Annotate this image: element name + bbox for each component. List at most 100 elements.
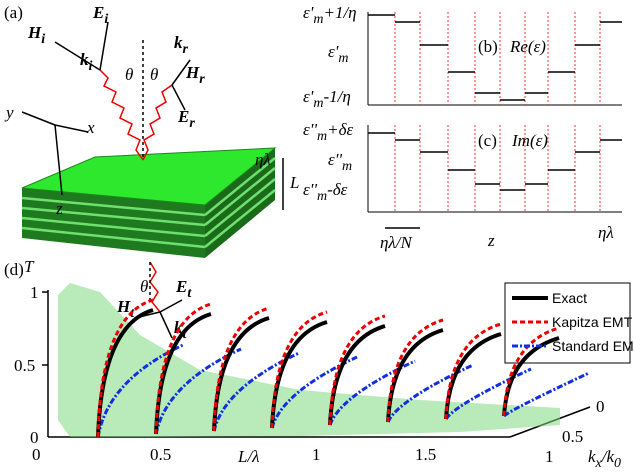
label: ε''m-δε	[303, 180, 348, 204]
label: z	[487, 231, 495, 250]
label: ε'm+1/η	[303, 3, 357, 27]
label-part: θ	[150, 65, 158, 84]
curve-kapitza	[328, 314, 386, 426]
label: ε'm	[328, 42, 348, 66]
label: kr	[174, 33, 189, 57]
label-part: ε''	[328, 150, 342, 169]
subscript: t	[183, 327, 188, 342]
label: T	[24, 257, 35, 276]
legend-label: Kapitza EMT	[552, 314, 633, 330]
label-part: H	[185, 63, 200, 82]
label: Re(ε)	[509, 37, 546, 56]
label: ηλ/N	[380, 233, 414, 252]
label-part: ε''	[303, 180, 317, 199]
label: 1	[545, 447, 554, 466]
subscript: m	[317, 129, 327, 144]
label-part: z	[55, 199, 63, 218]
rays	[21, 21, 284, 339]
label: 1	[312, 445, 321, 464]
label: θ	[125, 65, 133, 84]
curve-standard	[444, 367, 532, 420]
subscript: m	[313, 96, 323, 111]
step-axes	[367, 12, 622, 229]
curve-kapitza	[502, 326, 560, 417]
subscript: m	[342, 159, 352, 174]
label: 0	[32, 445, 41, 464]
label: 1	[30, 283, 39, 302]
label: (d)	[4, 260, 24, 279]
label-part: +δε	[327, 120, 353, 139]
label: L	[289, 173, 299, 192]
label: θ	[150, 65, 158, 84]
curve-standard	[154, 347, 242, 435]
label-part: H	[27, 23, 42, 42]
subscript: i	[104, 12, 108, 27]
curve-exact	[154, 312, 212, 435]
label: ε''m+δε	[303, 120, 353, 144]
label-part: k	[80, 50, 89, 69]
label: ηλ	[598, 223, 614, 242]
subscript: t	[187, 286, 192, 301]
curve-exact	[444, 332, 502, 420]
label: (c)	[478, 131, 497, 150]
label: (a)	[4, 3, 23, 22]
subscript: m	[313, 12, 323, 27]
slab	[21, 147, 277, 258]
label: ηλ	[255, 150, 271, 169]
label-part: x	[86, 118, 95, 137]
label: kt	[174, 318, 188, 342]
label: ki	[80, 50, 93, 74]
label-part: L	[289, 173, 299, 192]
label-part: L/λ	[237, 447, 260, 466]
label: 0.5	[562, 427, 583, 446]
legend-label: Exact	[552, 290, 587, 306]
curve-kapitza	[270, 310, 328, 429]
surface	[58, 283, 560, 437]
label: 0	[596, 397, 605, 416]
label-part: H	[116, 297, 131, 316]
subscript: x	[595, 456, 603, 471]
label-part: ε''	[303, 120, 317, 139]
label: θ	[140, 277, 148, 296]
label: Hr	[185, 63, 205, 87]
label-part: y	[4, 103, 14, 122]
label-part: E	[175, 277, 187, 296]
label: L/λ	[237, 447, 260, 466]
label: Et	[175, 277, 192, 301]
subscript: m	[317, 189, 327, 204]
label: x	[86, 118, 95, 137]
label-part: ηλ	[255, 150, 271, 169]
subscript: r	[199, 72, 205, 87]
label-part: ε'	[328, 42, 339, 61]
label: 0.5	[150, 445, 171, 464]
curve-kapitza	[386, 318, 444, 423]
curve-kapitza	[154, 302, 212, 435]
label-part: E	[92, 3, 104, 22]
label: (b)	[478, 37, 498, 56]
subscript: i	[41, 32, 45, 47]
label-part: -δε	[327, 180, 348, 199]
label: 0.5	[14, 356, 35, 375]
label-part: E	[177, 107, 189, 126]
label: 1.5	[415, 445, 436, 464]
label-part: ε'	[303, 3, 314, 22]
label-part: +1/η	[323, 3, 356, 22]
label: ε'm-1/η	[303, 87, 351, 111]
label-part: k	[174, 318, 183, 337]
label: ε''m	[328, 150, 352, 174]
subscript: 0	[614, 456, 621, 471]
label: kx/k0	[588, 447, 621, 471]
curve-standard	[503, 371, 590, 418]
curve-kapitza	[444, 322, 502, 420]
label: Er	[177, 107, 195, 131]
label-part: θ	[125, 65, 133, 84]
label: y	[4, 103, 14, 122]
label: Hi	[27, 23, 45, 47]
subscript: i	[89, 59, 93, 74]
subscript: m	[338, 51, 348, 66]
subscript: r	[183, 42, 189, 57]
legend-label: Standard EMT	[552, 338, 634, 354]
label: z	[55, 199, 63, 218]
label-part: ε'	[303, 87, 314, 106]
